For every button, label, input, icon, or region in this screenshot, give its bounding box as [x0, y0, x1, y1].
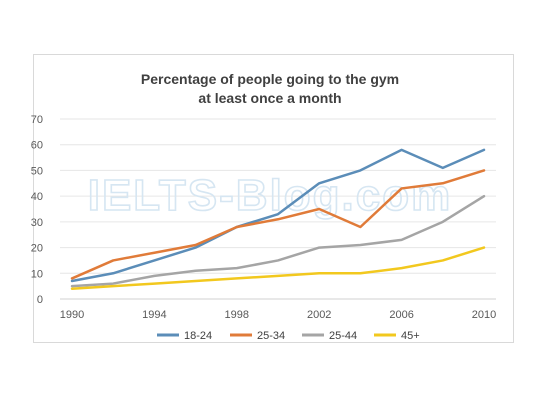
y-tick-label: 20	[31, 243, 43, 255]
chart-title-line-2: at least once a month	[198, 90, 342, 106]
series-lines	[70, 148, 486, 290]
x-tick-label: 1998	[225, 309, 249, 321]
x-tick-label: 2010	[472, 309, 496, 321]
legend-label: 25-34	[257, 330, 285, 342]
series-line-25-34	[70, 169, 486, 280]
legend: 18-24 25-34 25-44 45+	[157, 330, 420, 342]
series-line-25-44	[70, 194, 486, 288]
y-tick-label: 50	[31, 165, 43, 177]
x-axis-ticks: 1990 1994 1998 2002 2006 2010	[60, 309, 496, 321]
y-tick-label: 0	[37, 294, 43, 306]
series-line-45+	[70, 246, 486, 290]
x-tick-label: 2002	[307, 309, 331, 321]
legend-label: 18-24	[184, 330, 212, 342]
y-axis-ticks: 0 10 20 30 40 50 60 70	[31, 114, 43, 306]
legend-item: 25-44	[302, 330, 357, 342]
y-tick-label: 30	[31, 217, 43, 229]
x-tick-label: 1994	[142, 309, 166, 321]
series-line-18-24	[70, 148, 486, 283]
chart-title: Percentage of people going to the gym at…	[0, 70, 540, 108]
x-tick-label: 1990	[60, 309, 84, 321]
y-tick-label: 70	[31, 114, 43, 126]
legend-item: 45+	[374, 330, 420, 342]
gridlines	[60, 118, 496, 274]
legend-label: 25-44	[329, 330, 357, 342]
legend-item: 25-34	[230, 330, 285, 342]
chart-frame	[33, 54, 514, 343]
y-tick-label: 60	[31, 140, 43, 152]
y-tick-label: 10	[31, 268, 43, 280]
watermark-text: IELTS-Blog.com	[88, 171, 453, 220]
legend-item: 18-24	[157, 330, 212, 342]
y-tick-label: 40	[31, 191, 43, 203]
chart-title-line-1: Percentage of people going to the gym	[140, 71, 400, 87]
x-tick-label: 2006	[389, 309, 413, 321]
legend-label: 45+	[401, 330, 420, 342]
